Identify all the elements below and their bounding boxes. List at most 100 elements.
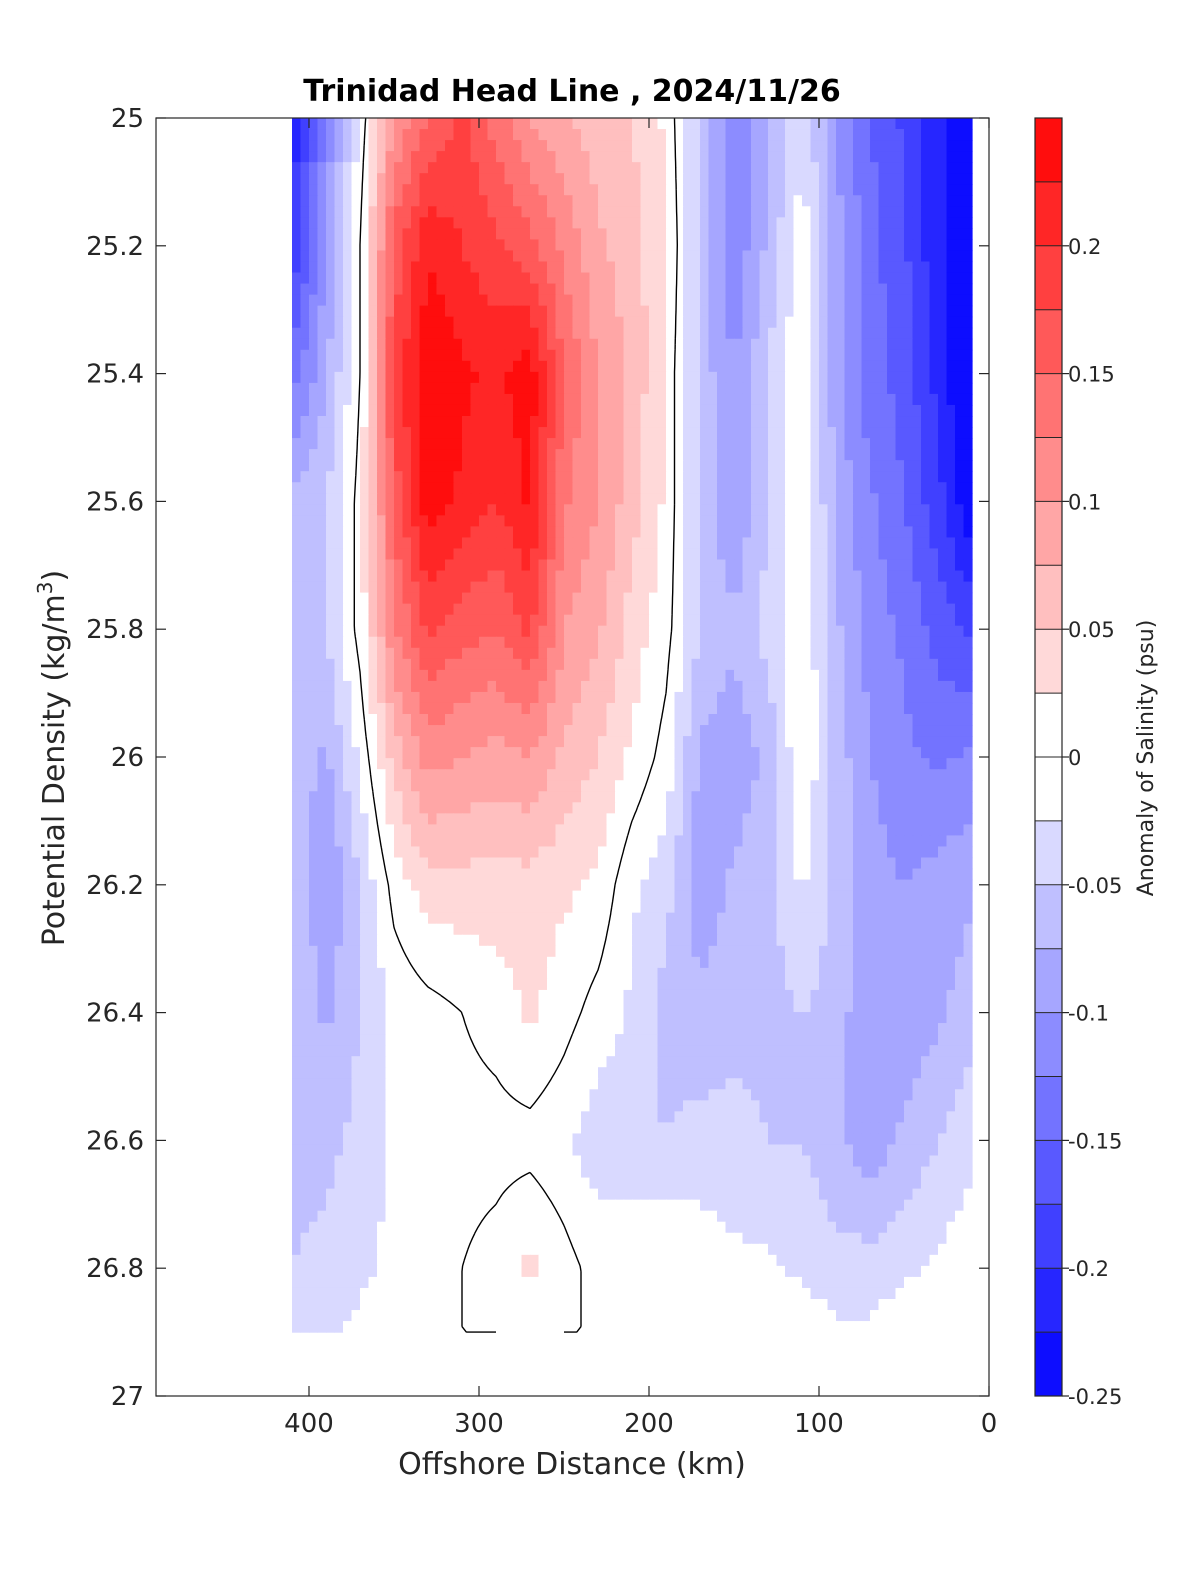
heatmap-cell	[419, 206, 429, 218]
heatmap-cell	[496, 725, 506, 737]
heatmap-cell	[462, 272, 472, 285]
heatmap-cell	[462, 371, 472, 384]
heatmap-cell	[496, 614, 506, 627]
heatmap-cell	[572, 691, 582, 704]
heatmap-cell	[300, 305, 310, 318]
heatmap-cell	[513, 714, 523, 726]
heatmap-cell	[912, 162, 922, 174]
heatmap-cell	[377, 581, 387, 594]
heatmap-cell	[555, 327, 565, 340]
heatmap-cell	[793, 316, 803, 329]
heatmap-cell	[513, 725, 523, 737]
heatmap-cell	[725, 217, 735, 229]
heatmap-cell	[946, 482, 956, 494]
heatmap-cell	[581, 173, 591, 185]
heatmap-cell	[453, 217, 463, 229]
heatmap-cell	[725, 526, 735, 539]
heatmap-cell	[343, 537, 353, 550]
heatmap-cell	[581, 382, 591, 395]
heatmap-cell	[751, 747, 761, 759]
heatmap-cell	[674, 294, 684, 307]
heatmap-cell	[377, 526, 387, 539]
heatmap-cell	[802, 438, 812, 450]
heatmap-cell	[946, 118, 956, 130]
heatmap-cell	[921, 338, 931, 351]
heatmap-cell	[929, 239, 939, 252]
heatmap-cell	[572, 725, 582, 737]
heatmap-cell	[861, 769, 871, 781]
heatmap-cell	[640, 393, 650, 406]
heatmap-cell	[589, 316, 599, 329]
heatmap-cell	[870, 250, 880, 263]
heatmap-cell	[623, 217, 633, 229]
heatmap-cell	[666, 151, 676, 163]
heatmap-cell	[598, 691, 608, 704]
heatmap-cell	[640, 206, 650, 218]
heatmap-cell	[895, 714, 905, 726]
heatmap-cell	[708, 272, 718, 285]
heatmap-cell	[496, 493, 506, 505]
heatmap-cell	[759, 504, 769, 516]
heatmap-cell	[564, 526, 574, 539]
heatmap-cell	[632, 758, 642, 770]
heatmap-cell	[640, 714, 650, 726]
heatmap-cell	[377, 449, 387, 461]
heatmap-cell	[419, 162, 429, 174]
heatmap-cell	[411, 294, 421, 307]
heatmap-cell	[530, 427, 540, 439]
heatmap-cell	[487, 471, 497, 483]
heatmap-cell	[725, 206, 735, 218]
heatmap-cell	[309, 129, 319, 141]
heatmap-cell	[785, 382, 795, 395]
heatmap-cell	[666, 404, 676, 417]
heatmap-cell	[470, 736, 480, 748]
heatmap-cell	[479, 647, 489, 660]
heatmap-cell	[504, 658, 514, 671]
heatmap-cell	[589, 404, 599, 417]
heatmap-cell	[598, 151, 608, 163]
heatmap-cell	[487, 393, 497, 406]
heatmap-cell	[929, 493, 939, 505]
heatmap-cell	[853, 515, 863, 527]
heatmap-cell	[598, 261, 608, 274]
heatmap-cell	[878, 702, 888, 715]
heatmap-cell	[836, 603, 846, 616]
heatmap-cell	[351, 570, 361, 583]
heatmap-cell	[343, 338, 353, 351]
heatmap-cell	[819, 449, 829, 461]
heatmap-cell	[793, 515, 803, 527]
heatmap-cell	[776, 702, 786, 715]
heatmap-cell	[521, 702, 531, 715]
heatmap-cell	[666, 305, 676, 318]
heatmap-cell	[887, 449, 897, 461]
heatmap-cell	[921, 360, 931, 373]
heatmap-cell	[649, 758, 659, 770]
heatmap-cell	[819, 482, 829, 494]
heatmap-cell	[836, 559, 846, 572]
heatmap-cell	[700, 548, 710, 561]
heatmap-cell	[589, 393, 599, 406]
heatmap-cell	[657, 184, 667, 196]
heatmap-cell	[802, 669, 812, 682]
heatmap-cell	[768, 680, 778, 693]
heatmap-cell	[326, 736, 336, 748]
heatmap-cell	[912, 184, 922, 196]
heatmap-cell	[649, 283, 659, 296]
heatmap-cell	[419, 769, 429, 781]
heatmap-cell	[606, 305, 616, 318]
heatmap-cell	[691, 129, 701, 141]
heatmap-cell	[394, 239, 404, 252]
heatmap-cell	[776, 338, 786, 351]
heatmap-cell	[598, 239, 608, 252]
heatmap-cell	[785, 570, 795, 583]
heatmap-cell	[572, 669, 582, 682]
heatmap-cell	[844, 592, 854, 605]
heatmap-cell	[904, 140, 914, 152]
heatmap-cell	[895, 636, 905, 649]
heatmap-cell	[360, 460, 370, 472]
heatmap-cell	[343, 416, 353, 428]
heatmap-cell	[343, 294, 353, 307]
heatmap-cell	[394, 438, 404, 450]
heatmap-cell	[921, 294, 931, 307]
heatmap-cell	[589, 305, 599, 318]
